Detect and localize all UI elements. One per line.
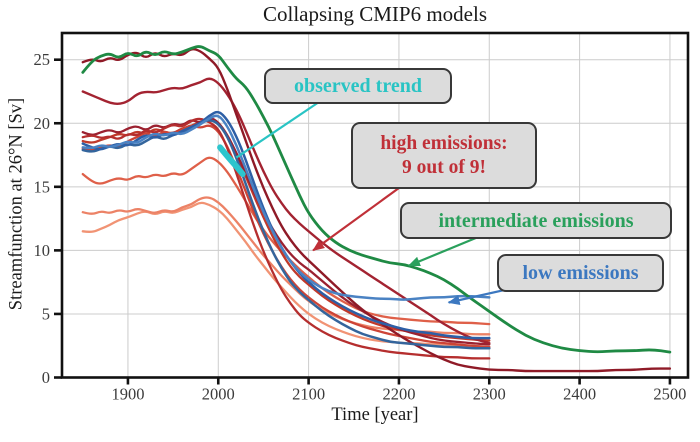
x-tick-label: 2100 xyxy=(292,385,325,404)
annotation-observed-trend-label: observed trend xyxy=(294,75,422,97)
annotation-low-emissions-label: low emissions xyxy=(522,262,639,284)
annotation-low-emissions: low emissions xyxy=(497,254,664,292)
y-tick-label: 10 xyxy=(34,241,51,260)
x-tick-label: 2400 xyxy=(563,385,596,404)
x-tick-label: 1900 xyxy=(111,385,144,404)
series-high-emissions-4 xyxy=(81,124,491,349)
y-axis-label: Streamfunction at 26°N [Sv] xyxy=(6,97,27,311)
leader-observed-trend xyxy=(235,99,323,159)
x-tick-label: 2300 xyxy=(473,385,506,404)
annotation-high-emissions: high emissions: 9 out of 9! xyxy=(351,122,537,189)
series-low-emissions-3 xyxy=(81,114,491,301)
annotation-intermediate-emissions: intermediate emissions xyxy=(400,202,672,239)
leader-high-emissions xyxy=(312,184,404,252)
series-low-emissions-1 xyxy=(81,110,491,340)
y-tick-label: 0 xyxy=(42,368,50,387)
annotation-intermediate-emissions-label: intermediate emissions xyxy=(438,209,634,232)
series-observed-trend xyxy=(217,144,246,178)
chart-title: Collapsing CMIP6 models xyxy=(262,2,488,26)
y-tick-label: 15 xyxy=(34,177,51,196)
series-low-emissions-2 xyxy=(81,119,491,350)
x-tick-label: 2500 xyxy=(653,385,686,404)
x-tick-label: 2200 xyxy=(382,385,415,404)
y-tick-label: 5 xyxy=(42,304,50,323)
x-axis-label: Time [year] xyxy=(331,405,419,425)
annotation-observed-trend: observed trend xyxy=(264,68,452,104)
x-tick-label: 2000 xyxy=(202,385,235,404)
annotation-high-emissions-line1: high emissions: xyxy=(380,133,508,155)
y-tick-label: 25 xyxy=(34,50,51,69)
series-intermediate-emissions-1 xyxy=(81,45,672,354)
y-tick-label: 20 xyxy=(34,114,51,133)
leader-intermediate-emissions xyxy=(407,233,484,267)
series-high-emissions-2 xyxy=(81,77,491,345)
series-high-emissions-5 xyxy=(81,117,491,360)
annotation-high-emissions-line2: 9 out of 9! xyxy=(402,156,486,178)
